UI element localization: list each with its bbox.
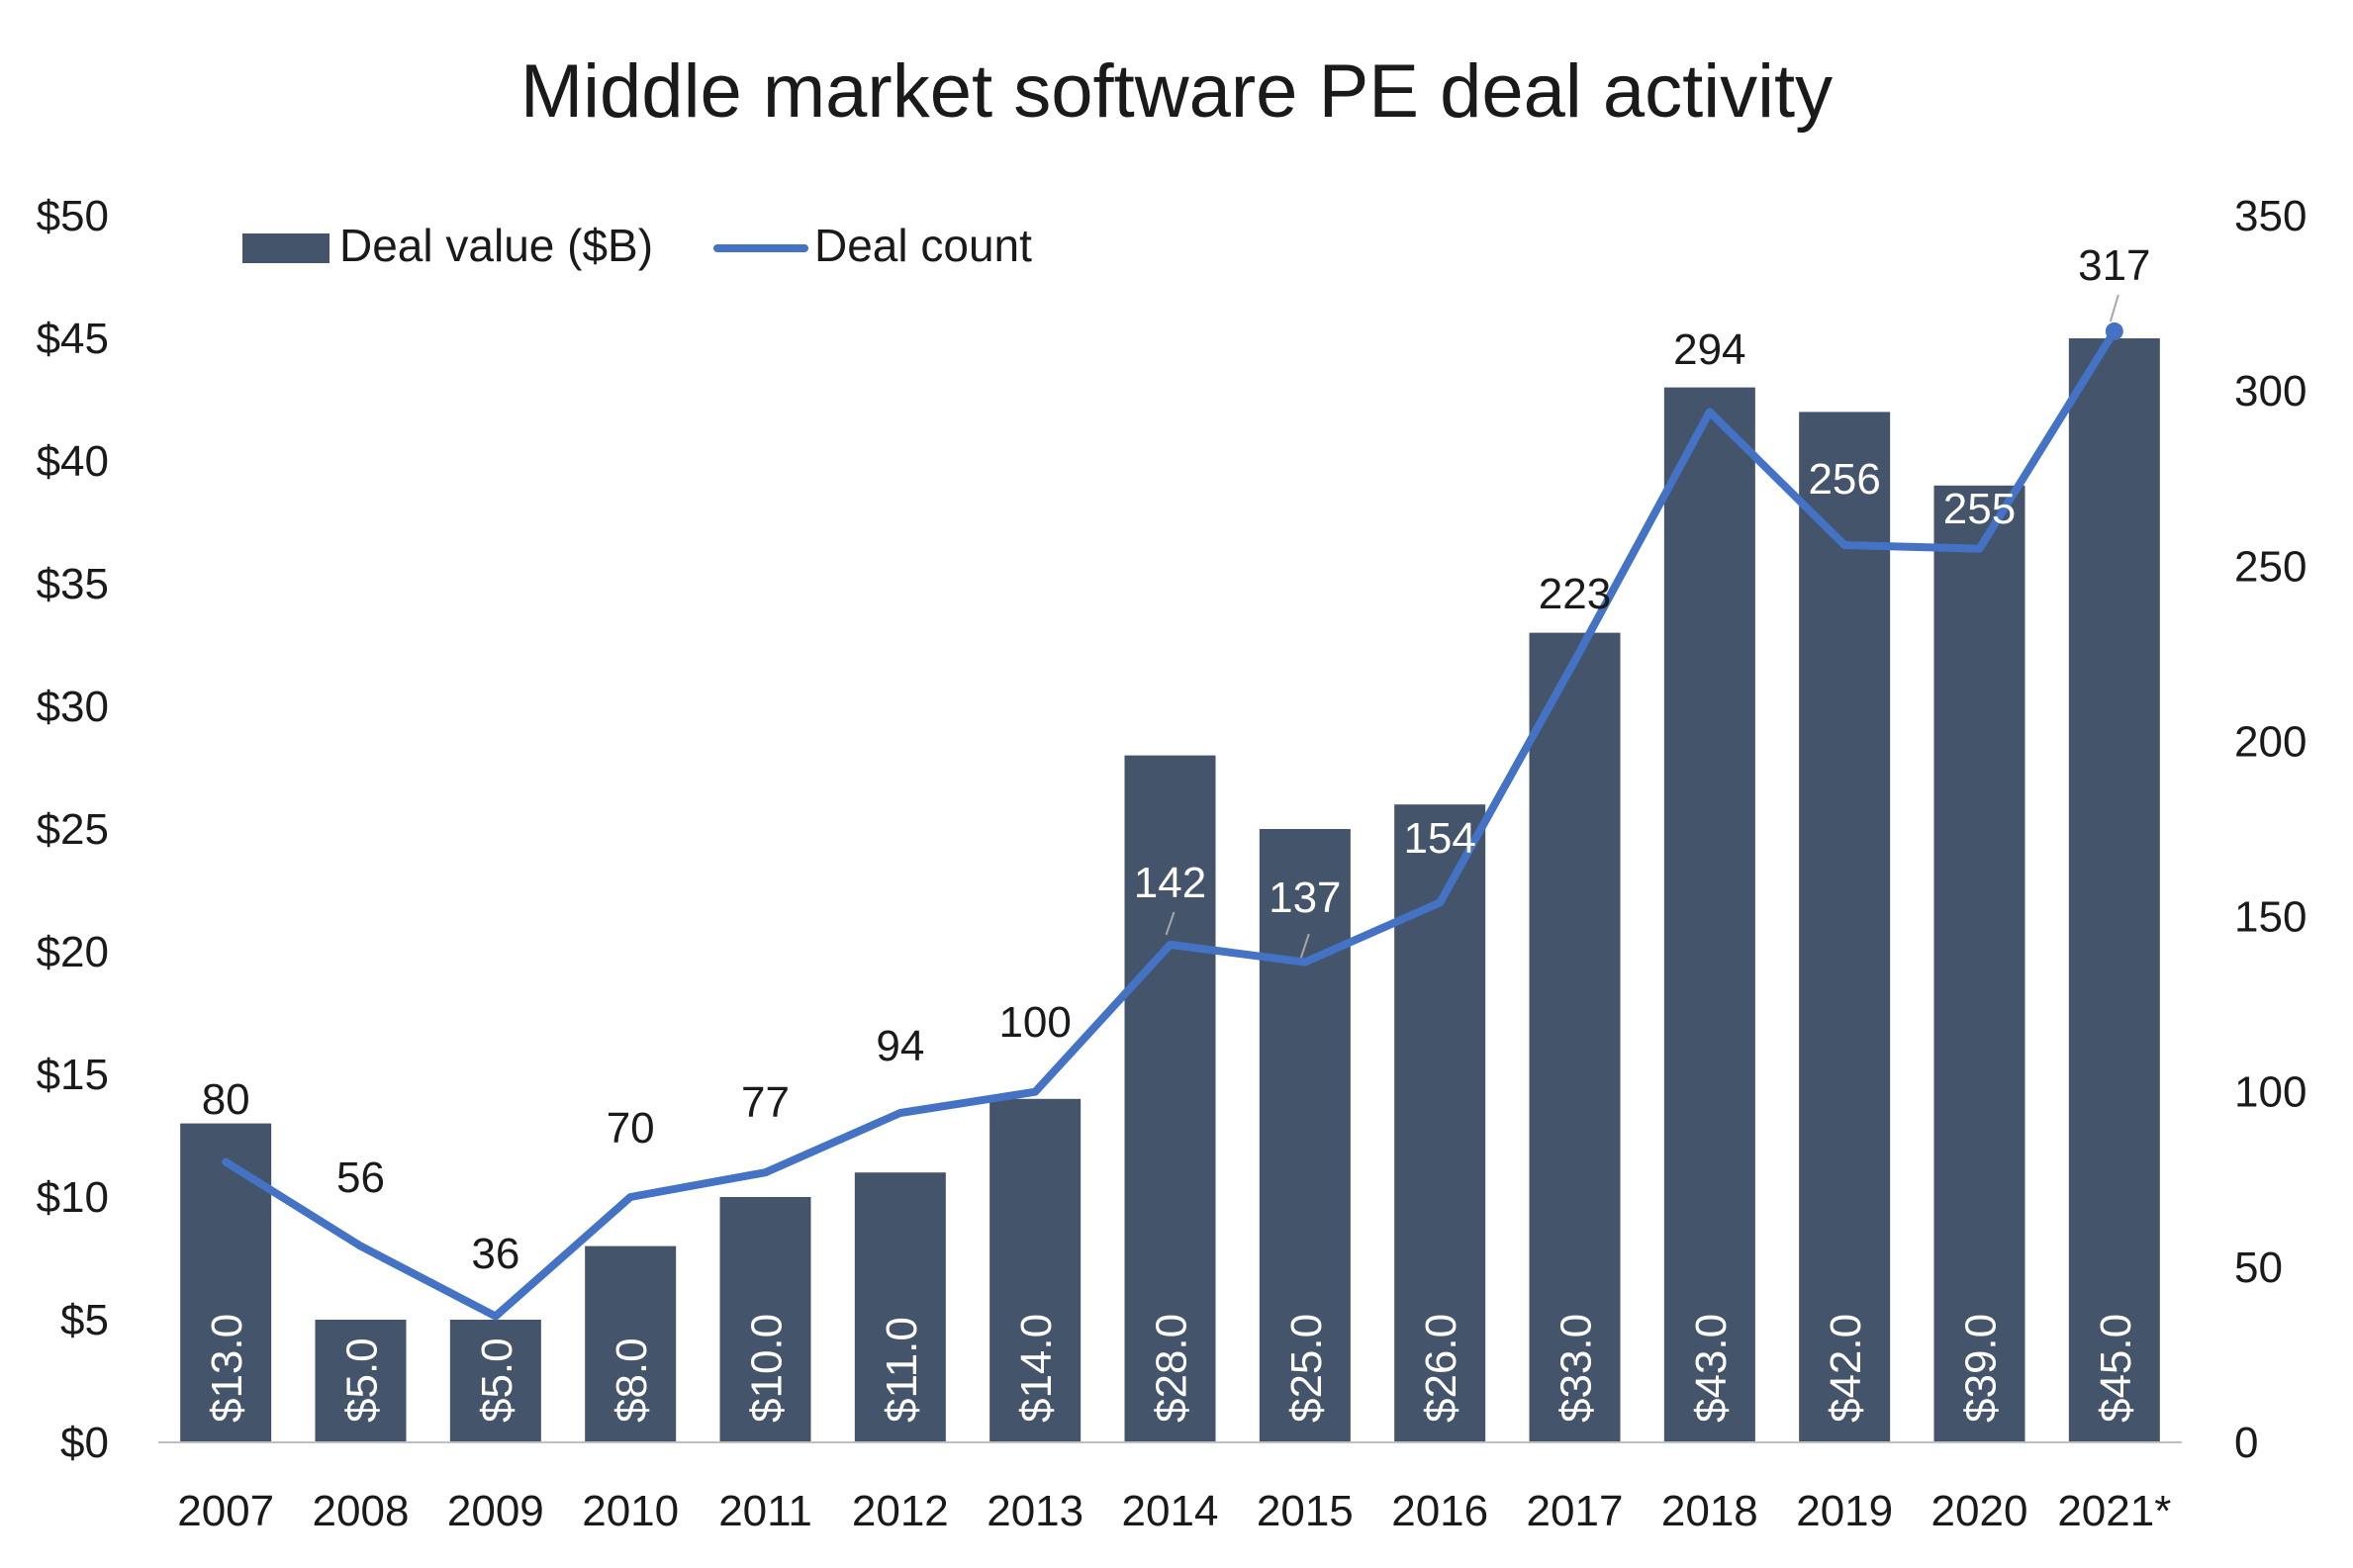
bar [1799, 412, 1891, 1442]
right-axis: 0 50 100 150 200 250 300 350 [2234, 192, 2306, 1467]
bar-value-label: $28.0 [1148, 1314, 1196, 1423]
deal-count-label: 77 [741, 1078, 790, 1127]
category-label: 2007 [177, 1487, 274, 1535]
bar-value-label: $25.0 [1282, 1314, 1331, 1423]
right-axis-tick-label: 250 [2234, 542, 2306, 591]
left-axis-tick-label: $40 [37, 437, 109, 486]
deal-count-point [2105, 322, 2123, 340]
bar [1259, 829, 1351, 1442]
left-axis-tick-label: $45 [37, 315, 109, 363]
bar [1394, 804, 1486, 1442]
label-leader-line [1165, 911, 1176, 936]
right-axis-tick-label: 200 [2234, 717, 2306, 766]
bar-value-label: $43.0 [1687, 1314, 1736, 1423]
category-label: 2019 [1796, 1487, 1893, 1535]
category-label: 2015 [1257, 1487, 1354, 1535]
bar [1663, 387, 1755, 1443]
bar [719, 1197, 811, 1442]
category-label: 2014 [1122, 1487, 1219, 1535]
category-label: 2017 [1527, 1487, 1624, 1535]
deal-count-label: 142 [1134, 859, 1206, 907]
category-label: 2012 [852, 1487, 949, 1535]
bar [585, 1245, 677, 1442]
bar-value-label: $10.0 [743, 1314, 792, 1423]
category-label: 2013 [987, 1487, 1083, 1535]
bar-value-label: $26.0 [1417, 1314, 1465, 1423]
bars [180, 338, 2160, 1443]
category-label: 2021* [2057, 1487, 2171, 1535]
deal-count-label: 56 [336, 1153, 385, 1202]
deal-count-line-path [222, 326, 2118, 1321]
legend-label-deal-value: Deal value ($B) [339, 220, 653, 271]
bar-value-label: $33.0 [1553, 1314, 1601, 1423]
label-leader-line [2109, 294, 2119, 323]
legend-swatch-deal-value [242, 233, 329, 263]
left-axis-tick-label: $20 [37, 928, 109, 976]
legend: Deal value ($B) Deal count [242, 220, 1032, 271]
bar [315, 1320, 407, 1442]
deal-count-label: 154 [1403, 814, 1475, 863]
left-axis-tick-label: $35 [37, 560, 109, 608]
right-axis-tick-label: 300 [2234, 367, 2306, 415]
deal-count-label: 36 [471, 1230, 519, 1278]
left-axis-tick-label: $30 [37, 683, 109, 731]
left-axis-tick-label: $50 [37, 192, 109, 240]
deal-count-label: 137 [1269, 874, 1341, 922]
category-label: 2016 [1391, 1487, 1488, 1535]
bar-value-label: $8.0 [608, 1337, 656, 1423]
bar-value-label: $39.0 [1957, 1314, 2006, 1423]
right-axis-tick-label: 50 [2234, 1244, 2283, 1292]
deal-count-label: 255 [1943, 485, 2016, 533]
deal-count-label: 317 [2078, 241, 2150, 290]
bar [1933, 485, 2025, 1442]
left-axis-tick-label: $0 [60, 1419, 109, 1467]
deal-count-line [222, 322, 2123, 1321]
bar [989, 1098, 1082, 1442]
category-label: 2020 [1931, 1487, 2028, 1535]
bar-value-label: $13.0 [203, 1314, 251, 1423]
category-label: 2018 [1661, 1487, 1758, 1535]
right-axis-tick-label: 0 [2234, 1419, 2258, 1467]
category-label: 2010 [582, 1487, 679, 1535]
category-label: 2011 [718, 1487, 812, 1535]
right-axis-tick-label: 150 [2234, 893, 2306, 942]
bar-value-label: $5.0 [473, 1337, 521, 1423]
label-leader-line [1299, 933, 1310, 959]
chart-title: Middle market software PE deal activity [520, 49, 1833, 134]
deal-count-label: 100 [998, 998, 1071, 1047]
bar [2068, 338, 2160, 1442]
bar-value-label: $5.0 [338, 1337, 387, 1423]
deal-count-label: 223 [1539, 570, 1611, 618]
bar [1529, 632, 1621, 1442]
bar-value-label: $42.0 [1822, 1314, 1870, 1423]
bar-labels: $13.0 $5.0 $5.0 $8.0 $10.0 $11.0 $14.0 $28.0 $25… [203, 1314, 2140, 1423]
deal-count-label: 70 [607, 1104, 655, 1153]
left-axis-tick-label: $10 [37, 1173, 109, 1222]
category-label: 2008 [313, 1487, 410, 1535]
legend-label-deal-count: Deal count [814, 220, 1032, 271]
left-axis-tick-label: $25 [37, 805, 109, 854]
left-axis-tick-label: $15 [37, 1051, 109, 1099]
deal-count-label: 94 [876, 1022, 924, 1070]
right-axis-tick-label: 350 [2234, 192, 2306, 240]
bar-value-label: $45.0 [2092, 1314, 2140, 1423]
left-axis-tick-label: $5 [60, 1296, 109, 1344]
count-labels: 80 56 36 70 77 94 100 142 137 154 223 294 256 255 317 [202, 241, 2151, 1278]
bar-value-label: $11.0 [878, 1317, 926, 1423]
left-axis: $0 $5 $10 $15 $20 $25 $30 $35 $40 $45 $50 [37, 192, 109, 1467]
deal-count-label: 80 [202, 1075, 250, 1124]
bar [449, 1320, 541, 1442]
bar-value-label: $14.0 [1012, 1314, 1061, 1423]
deal-count-label: 294 [1673, 325, 1745, 374]
category-labels: 2007 2008 2009 2010 2011 2012 2013 2014 2015 2016… [177, 1487, 2171, 1535]
deal-count-label: 256 [1808, 455, 1880, 504]
bar [1124, 755, 1216, 1442]
category-label: 2009 [447, 1487, 544, 1535]
right-axis-tick-label: 100 [2234, 1068, 2306, 1117]
bar [854, 1172, 946, 1442]
